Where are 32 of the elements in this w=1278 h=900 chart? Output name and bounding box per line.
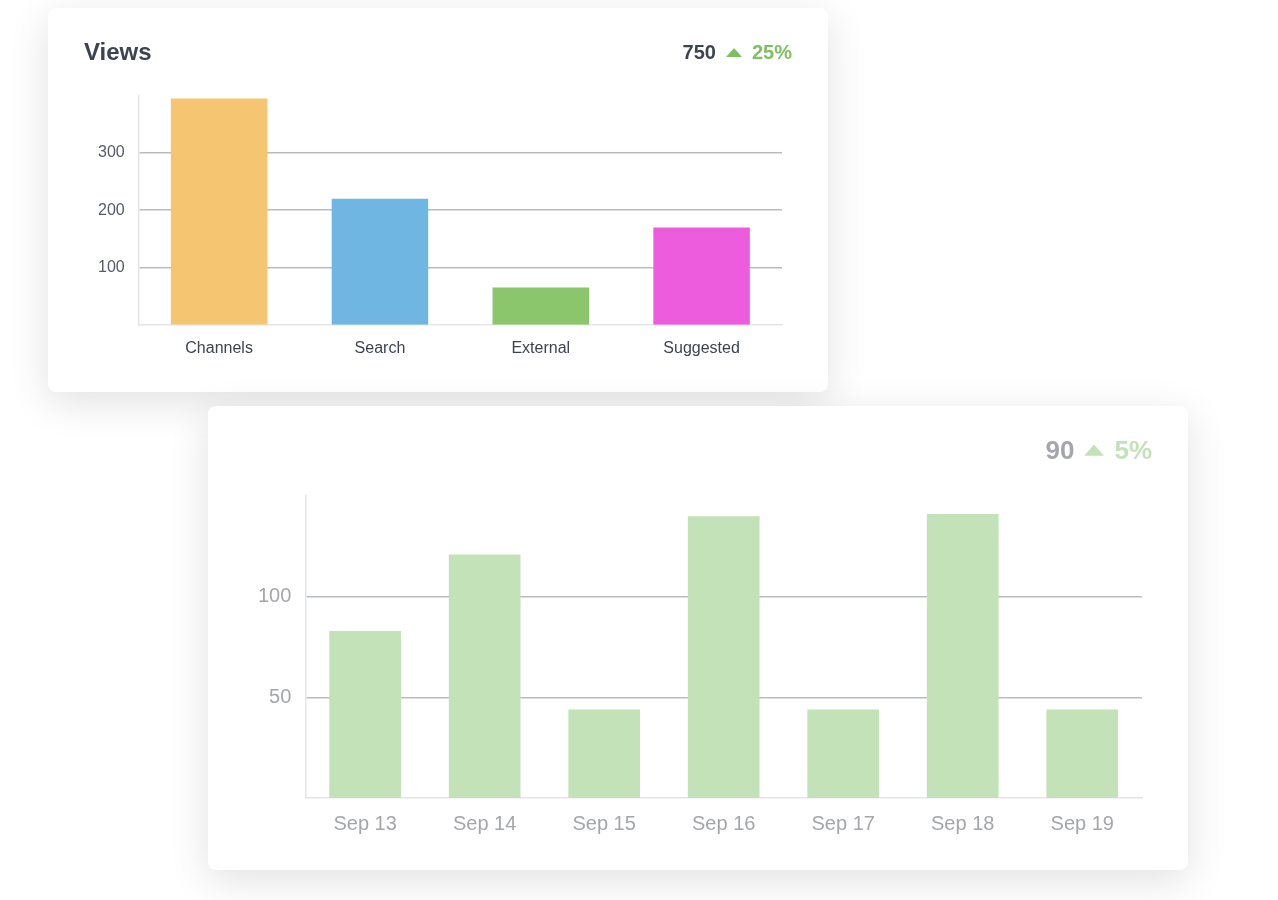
x-tick-label: Suggested	[663, 338, 740, 356]
bar	[331, 198, 429, 325]
x-tick-label: Sep 17	[811, 811, 875, 834]
x-tick-label: Sep 14	[452, 811, 517, 834]
y-tick-label: 50	[269, 684, 292, 707]
bar	[1046, 709, 1119, 798]
bar	[653, 227, 750, 325]
x-tick-label: Sep 13	[333, 811, 397, 834]
y-tick-label: 200	[97, 200, 125, 218]
x-tick-label: Search	[354, 338, 406, 356]
x-tick-label: Channels	[185, 338, 253, 356]
bar	[568, 709, 641, 798]
text: 25%	[751, 40, 792, 64]
y-tick-label: 100	[97, 257, 125, 275]
text: 5%	[1114, 434, 1152, 466]
bar	[170, 98, 268, 325]
bar	[807, 709, 880, 798]
text: 750	[682, 40, 716, 64]
bar	[448, 554, 521, 798]
bar	[329, 630, 401, 798]
bar	[926, 514, 999, 798]
x-tick-label: Sep 18	[931, 811, 995, 834]
x-tick-label: Sep 19	[1050, 811, 1114, 834]
bar	[492, 287, 590, 325]
bar	[687, 516, 760, 798]
chart-title: Views	[84, 38, 152, 66]
x-tick-label: External	[511, 338, 571, 356]
y-tick-label: 300	[97, 143, 125, 161]
y-tick-label: 100	[257, 584, 292, 607]
x-tick-label: Sep 15	[572, 811, 636, 834]
text: 90	[1045, 434, 1075, 466]
x-tick-label: Sep 16	[691, 811, 756, 834]
